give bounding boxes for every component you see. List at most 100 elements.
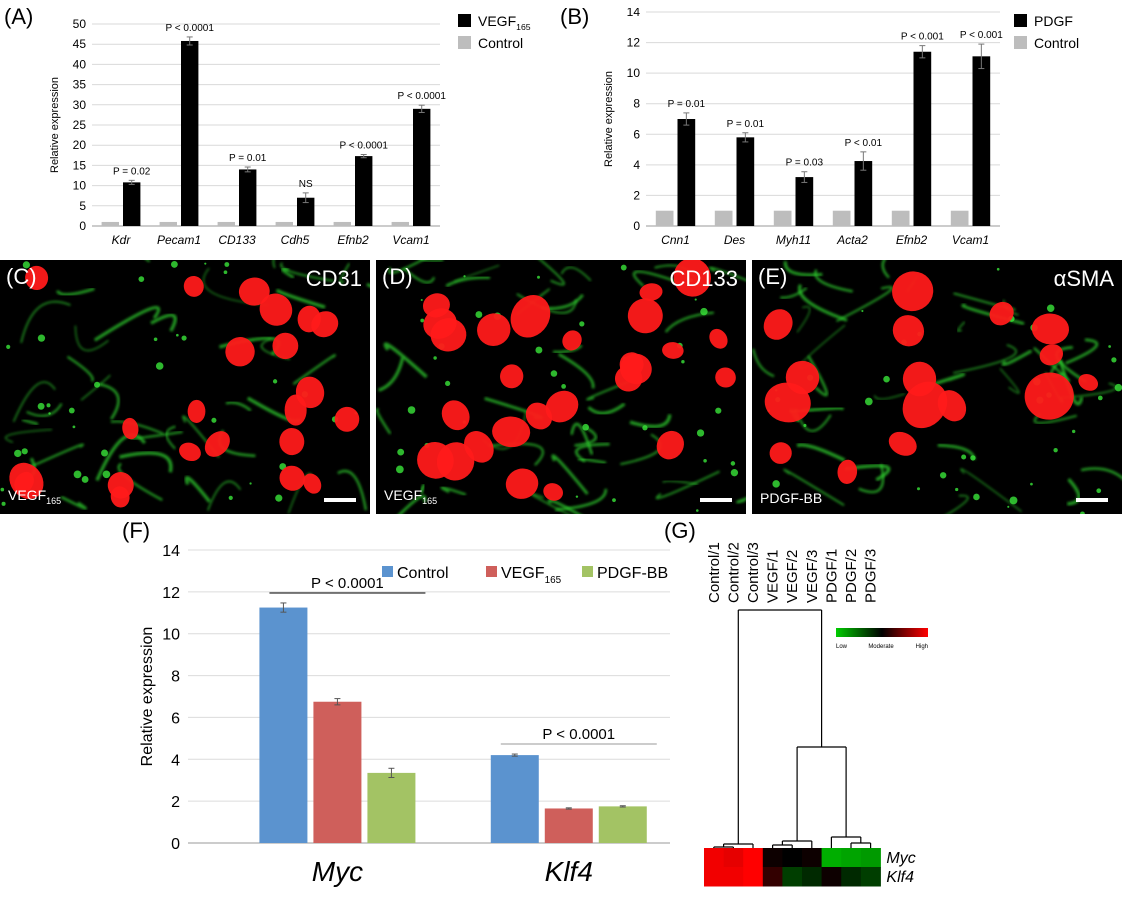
legend-label: Control [397,565,449,582]
cytoplasm-strand [388,260,425,274]
cytoplasm-strand [66,355,94,383]
bar-vegf [313,701,362,843]
green-puncta [420,318,425,323]
nucleus [110,486,130,508]
p-value-label: P < 0.001 [901,32,944,43]
row-label: Klf4 [886,869,914,886]
y-tick-label: 0 [171,836,180,853]
nucleus [259,293,293,326]
category-label: Vcam1 [392,233,429,247]
legend-swatch [486,566,497,577]
nucleus [311,311,339,338]
category-label: Myc [312,856,363,887]
green-puncta [612,498,616,503]
column-label: Control/1 [706,542,723,603]
heatmap-cell [762,867,783,887]
column-label: PDGF/3 [863,549,880,603]
nucleus [334,406,360,432]
cytoplasm-strand [953,344,1017,374]
y-tick-label: 30 [73,98,87,112]
green-puncta [1,501,6,506]
green-puncta [445,380,451,387]
heatmap-cell [704,867,725,887]
nucleus [441,400,470,431]
legend-label: Control [478,35,523,51]
nucleus [1024,372,1074,420]
cytoplasm-strand [555,488,608,512]
cytoplasm-strand [207,480,242,511]
scale-bar-c [324,498,356,502]
nucleus [303,473,322,494]
heatmap-cell [860,848,881,868]
nucleus [837,459,858,484]
green-puncta [153,337,158,342]
cytoplasm-strand [664,311,714,333]
cytoplasm-strand [844,464,891,482]
green-puncta [620,264,627,271]
green-puncta [176,333,179,337]
heatmap-cell [743,848,764,868]
nucleus [14,471,34,494]
green-puncta [14,449,22,458]
cytoplasm-strand [1061,382,1117,399]
panel-label-g: (G) [664,518,696,543]
bar-treatment [736,137,755,226]
category-label: Efnb2 [896,233,928,247]
bar-control [655,210,674,226]
cytoplasm-strand [736,497,746,504]
heatmap-cell [841,867,862,887]
heatmap-cell [762,848,783,868]
green-puncta [81,476,89,483]
green-puncta [0,487,5,492]
cytoplasm-strand [587,402,626,415]
cytoplasm-strand [12,381,56,423]
legend-swatch [458,36,471,49]
cytoplasm-strand [873,393,906,400]
y-tick-label: 0 [633,219,640,233]
cytoplasm-strand [272,260,276,269]
green-puncta [1053,447,1058,453]
green-puncta [94,381,101,388]
green-puncta [138,276,145,282]
cytoplasm-strand [419,483,426,495]
nucleus [656,430,684,460]
y-tick-label: 14 [162,543,180,560]
color-key-high: High [916,644,928,650]
y-axis-label: Relative expression [603,71,615,167]
nucleus [295,376,325,409]
p-value-label: P = 0.03 [786,158,824,169]
nucleus [505,468,539,499]
green-puncta [1071,429,1076,434]
y-tick-label: 12 [162,585,180,602]
cytoplasm-strand [574,442,610,463]
green-puncta [397,448,405,456]
green-puncta [955,487,959,492]
column-label: PDGF/1 [823,549,840,603]
p-value-label: P = 0.01 [229,153,267,164]
category-label: Cdh5 [281,233,310,247]
heatmap-cell [723,867,744,887]
cytoplasm-strand [798,414,832,432]
bar-control [832,210,851,226]
heatmap-cell [723,848,744,868]
green-puncta [72,425,76,429]
green-puncta [22,261,30,269]
cytoplasm-strand [574,426,598,447]
bar-treatment [239,169,257,226]
treatment-label-d: VEGF165 [384,487,438,506]
green-puncta [939,472,947,479]
green-puncta [642,425,648,431]
nucleus [989,301,1014,326]
nucleus [492,416,531,448]
p-value-label: P < 0.01 [845,138,883,149]
legend-swatch [1014,36,1027,49]
cytoplasm-strand [632,270,680,287]
green-puncta [970,455,976,461]
green-puncta [582,423,589,431]
cytoplasm-strand [74,325,109,351]
cytoplasm-strand [620,433,662,466]
green-puncta [864,397,873,406]
nucleus [562,330,582,351]
green-puncta [1046,304,1055,312]
cytoplasm-strand [339,262,351,285]
